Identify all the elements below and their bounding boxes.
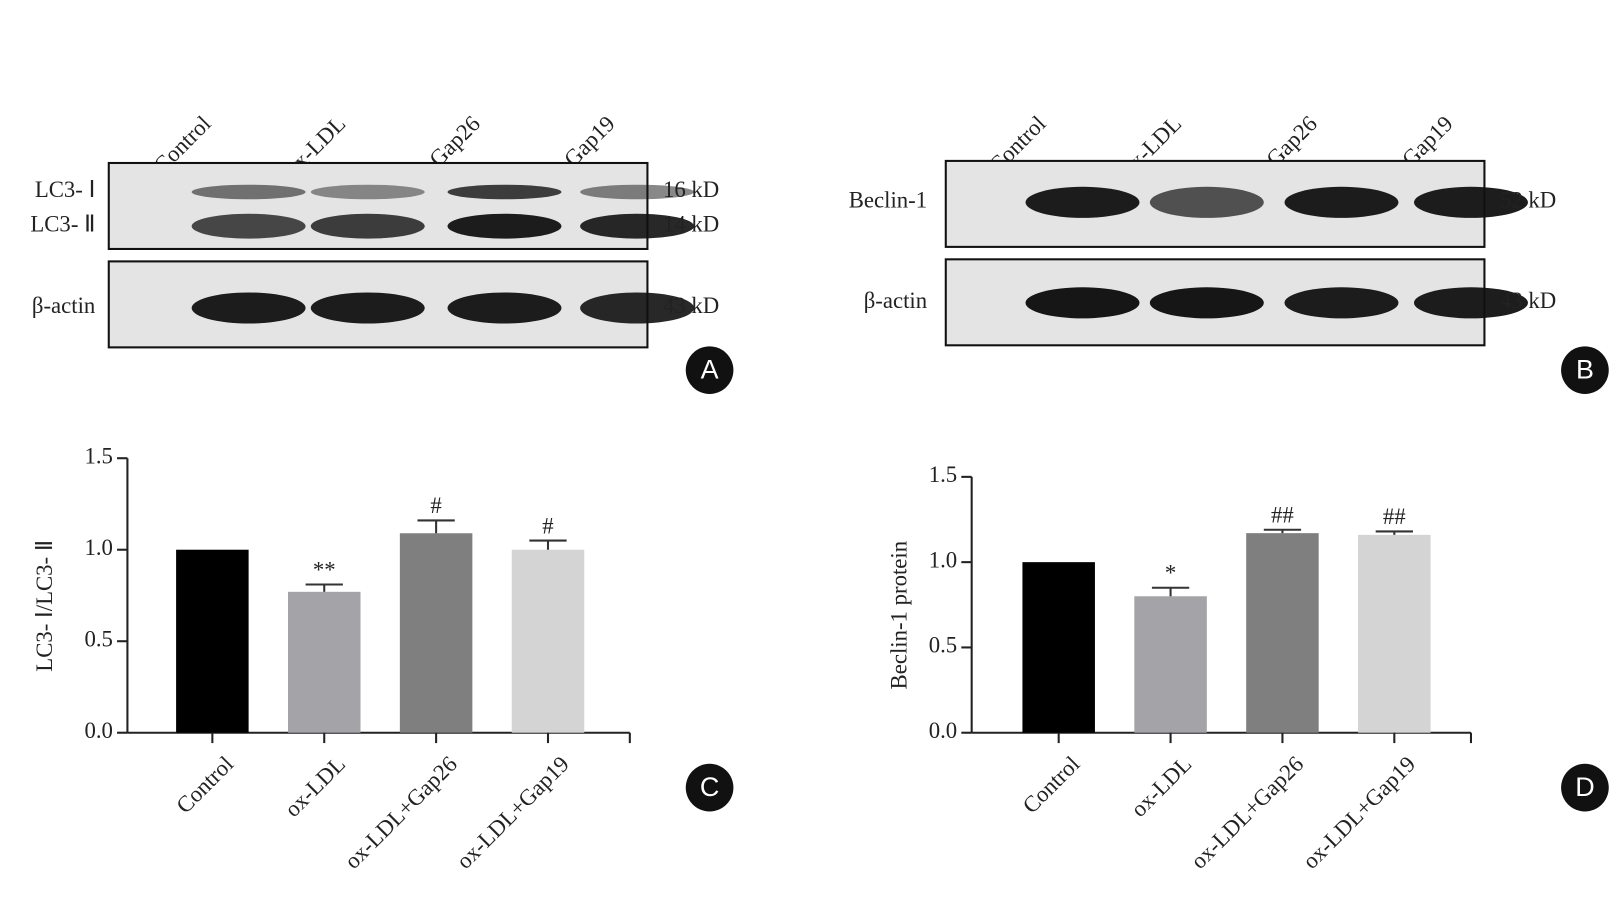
y-tick-label: 0.0 [84,718,112,743]
significance: # [542,513,553,538]
panel-letter: D [1575,772,1594,802]
y-tick-label: 1.5 [84,443,112,468]
row-label: β-actin [864,288,928,313]
significance: ** [313,557,336,582]
panel-letter: A [701,354,719,384]
y-tick-label: 0.5 [84,626,112,651]
y-tick-label: 0.0 [929,718,957,743]
blot-band [1149,186,1264,218]
x-tick-label: ox-LDL+Gap26 [1186,751,1308,873]
x-tick-label: ox-LDL+Gap26 [340,751,462,873]
error-bar [305,583,343,592]
blot-band [191,213,306,239]
significance: * [1165,561,1176,586]
bar [1022,562,1095,733]
x-tick-label: Control [171,751,238,818]
size-label: 43 kD [1500,288,1556,313]
blot-band [1414,186,1528,218]
panel-letter: B [1576,354,1594,384]
error-bar [1151,586,1190,597]
bar [176,549,249,733]
y-tick-label: 1.0 [84,535,112,560]
error-bar [1375,530,1413,535]
bar [1246,533,1319,733]
y-tick-label: 1.5 [929,462,957,487]
size-label: 16 kD [663,177,719,202]
size-label: 14 kD [663,211,719,236]
blot-band [1414,287,1528,319]
panel-badge [1561,763,1609,812]
blot-band [580,213,695,239]
blot-band [1149,287,1264,319]
error-bar [529,539,567,550]
row-label: Beclin-1 [849,188,927,213]
blot-band [310,184,425,200]
significance: ## [1383,504,1406,529]
bar [399,533,473,733]
x-tick-label: ox-LDL+Gap19 [1298,751,1420,873]
y-tick-label: 1.0 [929,547,957,572]
blot-band [580,292,695,324]
size-label: 52 kD [1500,188,1556,213]
x-tick-label: ox-LDL+Gap19 [451,751,573,873]
blot-band [191,292,306,324]
bar [1358,534,1431,733]
bar [1134,596,1207,733]
blot-band [580,184,695,200]
error-bar [1263,528,1302,534]
y-axis-label: Beclin-1 protein [886,540,911,689]
blot-band [310,213,425,239]
blot-band [1284,186,1399,218]
blot-band [1025,186,1140,218]
row-label: LC3- Ⅰ [35,177,95,202]
blot-band [1025,287,1140,319]
panel-badge [1561,346,1609,394]
significance: # [430,493,441,518]
blot-band [447,292,562,324]
x-tick-label: Control [1018,751,1085,818]
error-bar [417,519,455,534]
panel-badge [685,763,734,812]
row-label: LC3- Ⅱ [30,211,95,236]
bar [511,549,585,733]
blot-band [310,292,425,324]
size-label: 43 kD [663,293,719,318]
y-axis-label: LC3- Ⅰ/LC3- Ⅱ [32,540,57,672]
blot-band [447,213,562,239]
x-tick-label: ox-LDL [280,751,350,821]
row-label: β-actin [32,293,96,318]
panel-badge [685,346,734,394]
blot-band [1284,287,1399,319]
x-tick-label: ox-LDL [1126,751,1196,821]
bar [287,591,361,733]
y-tick-label: 0.5 [929,633,957,658]
blot-band [447,184,562,200]
blot-band [191,184,306,200]
significance: ## [1271,503,1294,528]
panel-letter: C [700,772,719,802]
